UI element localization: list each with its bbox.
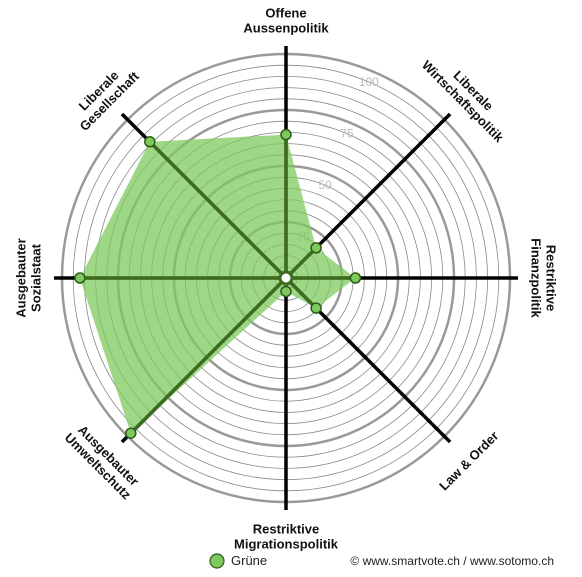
series <box>74 128 362 439</box>
legend-swatch <box>209 553 225 569</box>
axis-label: Restriktive Migrationspolitik <box>234 522 339 552</box>
credit: © www.smartvote.ch / www.sotomo.ch <box>350 554 554 568</box>
axis-label: Offene Aussenpolitik <box>243 6 329 36</box>
value-point <box>125 427 137 439</box>
axis-label: AusgebauterSozialstaat <box>14 238 44 317</box>
value-point <box>74 272 86 284</box>
r-tick-label: 50 <box>318 178 332 192</box>
value-point <box>310 302 322 314</box>
r-tick-label: 100 <box>359 75 379 89</box>
r-tick-label: 75 <box>340 127 354 141</box>
value-point <box>349 272 362 284</box>
value-point <box>280 285 292 298</box>
value-point <box>280 128 292 141</box>
legend-label: Grüne <box>231 553 267 568</box>
radar-area <box>79 134 356 434</box>
value-spoke <box>148 140 288 280</box>
value-spoke <box>129 276 288 435</box>
value-point <box>310 242 322 254</box>
center-dot <box>278 270 294 286</box>
axis-label: RestriktiveFinanzpolitik <box>529 238 559 318</box>
value-point <box>144 136 156 148</box>
